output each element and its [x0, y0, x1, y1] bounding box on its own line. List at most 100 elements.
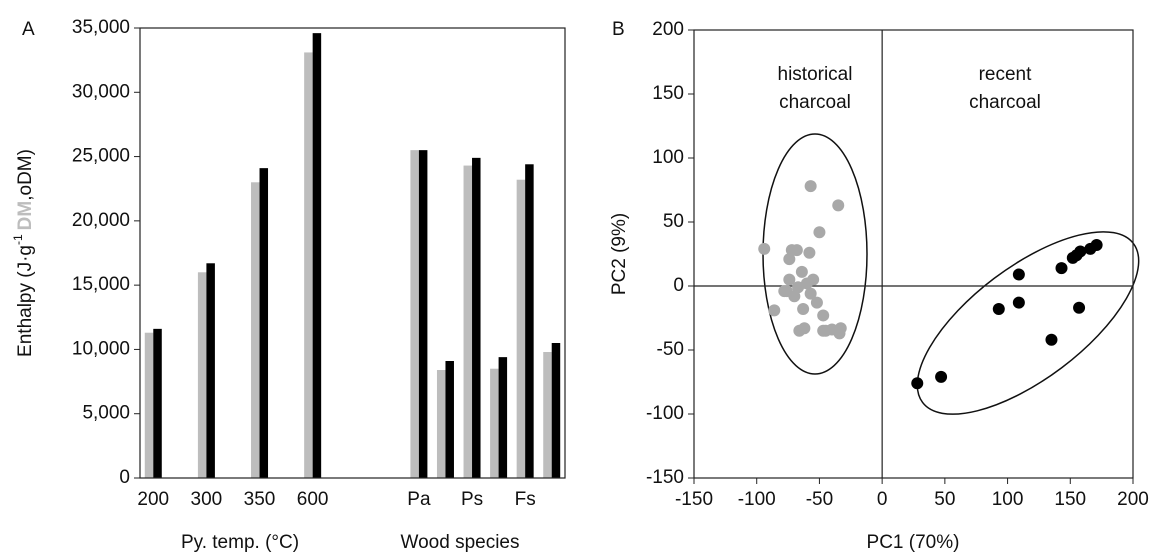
point: [795, 265, 808, 278]
y-tick-label: 25,000: [72, 146, 130, 167]
point: [832, 199, 845, 212]
cluster-ellipse: [916, 231, 1140, 415]
annotation: historical: [778, 64, 853, 85]
y-tick-label: -150: [646, 467, 684, 488]
bar: [251, 182, 260, 479]
x-tick-label: 0: [877, 489, 888, 510]
bar: [259, 168, 269, 478]
bar: [304, 52, 313, 479]
x-tick-label: Fs: [515, 489, 536, 510]
y-tick-label: 30,000: [72, 81, 130, 102]
bar: [206, 263, 215, 478]
x-tick-label: 300: [191, 489, 223, 510]
x-tick-label: 200: [137, 489, 169, 510]
group-label: Py. temp. (°C): [181, 532, 299, 553]
point: [911, 377, 924, 390]
bar: [472, 157, 481, 478]
bar: [463, 165, 473, 479]
bar: [516, 179, 526, 478]
bar: [543, 352, 552, 478]
point: [790, 244, 803, 257]
y-tick-label: 200: [652, 19, 684, 40]
point: [804, 180, 817, 193]
legend-entry: DM: [15, 201, 36, 231]
bar: [418, 150, 428, 478]
x-tick-label: Pa: [407, 489, 431, 510]
bar: [525, 164, 534, 479]
annotation: recent: [979, 64, 1033, 85]
y-axis-label-superscript: -1: [11, 234, 25, 245]
bar: [144, 332, 154, 478]
annotation: charcoal: [969, 92, 1041, 113]
point: [793, 324, 806, 337]
x-tick-label: 100: [992, 489, 1024, 510]
bar: [312, 33, 322, 479]
point: [783, 253, 796, 266]
x-axis-label: PC1 (70%): [867, 532, 960, 553]
group-label: Wood species: [401, 532, 520, 553]
y-tick-label: 20,000: [72, 210, 130, 231]
panel-label: B: [612, 19, 625, 40]
bar: [436, 370, 446, 478]
point: [803, 246, 816, 259]
y-tick-label: -100: [646, 403, 684, 424]
y-tick-label: 0: [119, 467, 130, 488]
point: [768, 304, 781, 317]
x-tick-label: -100: [738, 489, 776, 510]
point: [819, 324, 832, 337]
y-tick-label: 5,000: [82, 403, 130, 424]
panel-label: A: [22, 19, 35, 40]
point: [817, 309, 830, 322]
legend-entry: oDM: [15, 155, 36, 195]
y-axis-label: Enthalpy (J·g-1 DM,oDM): [11, 149, 36, 357]
y-tick-label: 100: [652, 147, 684, 168]
x-tick-label: -150: [675, 489, 713, 510]
point: [1045, 333, 1058, 346]
point: [780, 285, 793, 298]
bar: [197, 272, 207, 478]
x-tick-label: 200: [1117, 489, 1149, 510]
bar: [551, 343, 561, 478]
x-tick-label: 350: [244, 489, 276, 510]
point: [797, 303, 810, 316]
y-axis-label-separator: ,: [15, 195, 36, 200]
x-tick-label: 50: [934, 489, 955, 510]
point: [1090, 239, 1103, 252]
point: [758, 242, 771, 255]
y-tick-label: -50: [657, 339, 684, 360]
y-tick-label: 150: [652, 83, 684, 104]
point: [833, 327, 846, 340]
y-axis-label-text: Enthalpy (J·g: [15, 245, 36, 357]
x-tick-label: 600: [297, 489, 329, 510]
point: [1012, 268, 1025, 281]
y-axis-label-close: ): [15, 149, 36, 155]
y-tick-label: 0: [673, 275, 684, 296]
bar: [498, 357, 508, 478]
point: [783, 273, 796, 286]
point: [1073, 301, 1086, 314]
point: [810, 296, 823, 309]
x-tick-label: 150: [1054, 489, 1086, 510]
bar: [153, 328, 162, 478]
point: [1070, 249, 1083, 262]
point: [935, 370, 948, 383]
point: [1012, 296, 1025, 309]
point: [792, 281, 805, 294]
x-tick-label: Ps: [461, 489, 483, 510]
bar: [410, 150, 419, 478]
y-tick-label: 10,000: [72, 338, 130, 359]
y-axis-label: PC2 (9%): [609, 213, 630, 295]
plot-frame: [139, 27, 566, 479]
y-tick-label: 50: [663, 211, 684, 232]
point: [813, 226, 826, 239]
y-tick-label: 35,000: [72, 17, 130, 38]
point: [804, 287, 817, 300]
point: [992, 303, 1005, 316]
x-tick-label: -50: [806, 489, 833, 510]
y-tick-label: 15,000: [72, 274, 130, 295]
bar: [490, 368, 499, 478]
plot-frame: [693, 29, 1134, 479]
bar: [445, 361, 454, 478]
